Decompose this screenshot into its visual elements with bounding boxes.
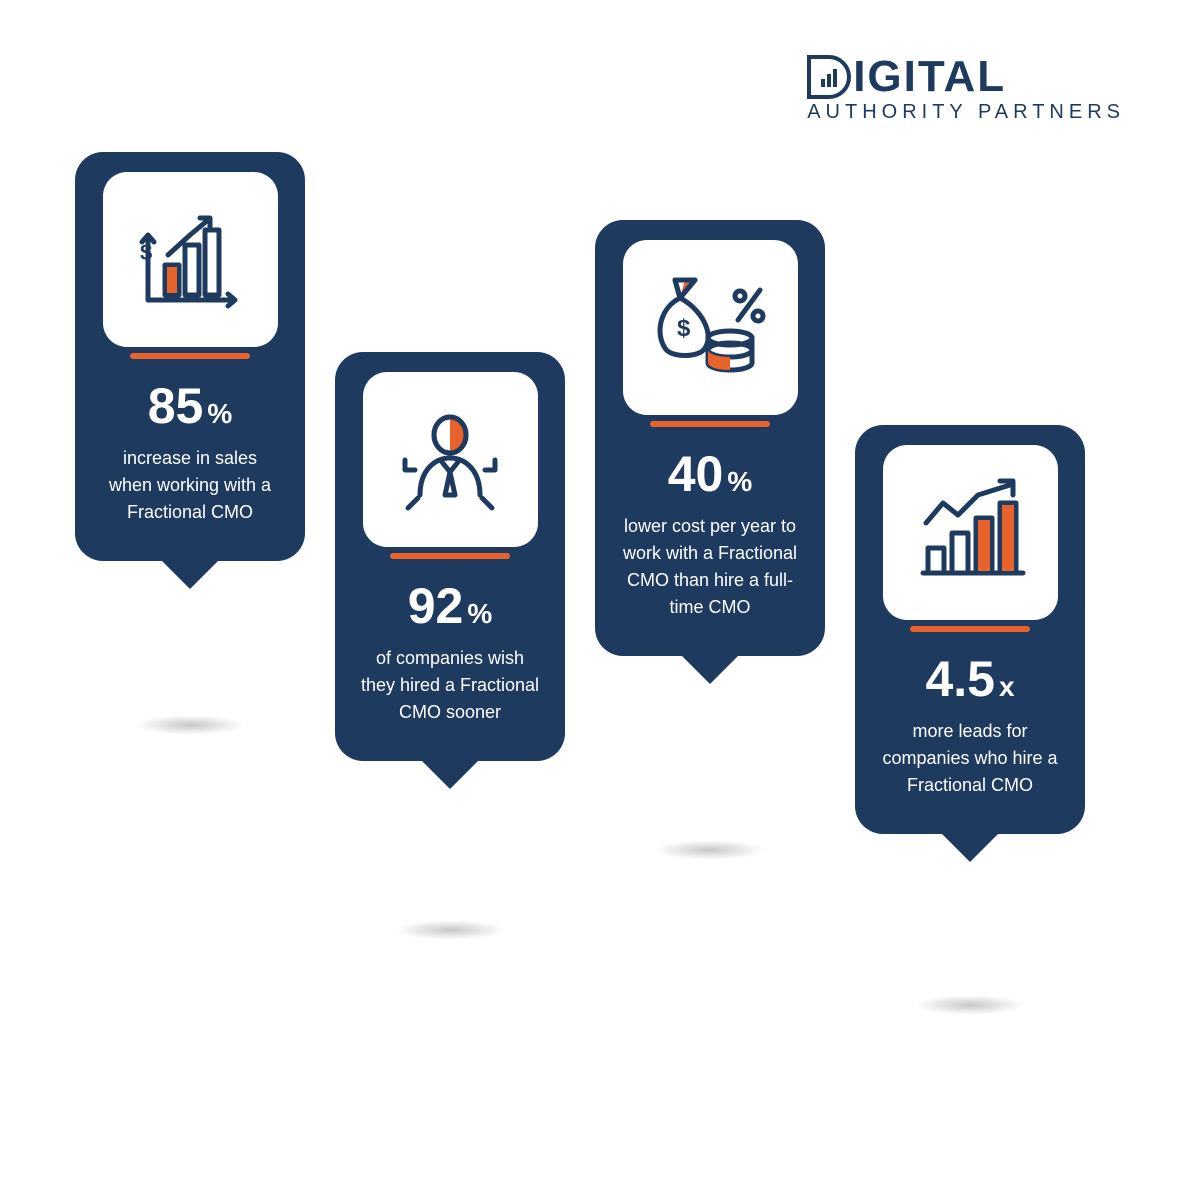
stat-description: increase in sales when working with a Fr… <box>95 445 285 526</box>
stat-number: 85 <box>148 381 204 431</box>
stat-unit: % <box>467 598 492 630</box>
card-shadow <box>915 995 1025 1015</box>
icon-underline <box>390 553 510 559</box>
svg-text:$: $ <box>677 315 691 342</box>
icon-underline <box>910 626 1030 632</box>
card-shadow <box>395 920 505 940</box>
stat-value-line: 40 % <box>615 449 805 499</box>
stat-number: 92 <box>408 581 464 631</box>
stat-value-line: 85 % <box>95 381 285 431</box>
money-bag-icon: $ <box>623 240 798 415</box>
stat-card-hire-sooner: 92 % of companies wish they hired a Frac… <box>335 352 565 761</box>
logo-subtext: AUTHORITY PARTNERS <box>807 101 1125 124</box>
stat-number: 4.5 <box>925 654 995 704</box>
bar-growth-icon <box>883 445 1058 620</box>
stat-unit: x <box>999 671 1015 703</box>
card-shadow <box>655 840 765 860</box>
stat-unit: % <box>207 398 232 430</box>
icon-underline <box>130 353 250 359</box>
logo-d-icon <box>807 55 851 99</box>
growth-chart-icon: $ <box>103 172 278 347</box>
person-icon <box>363 372 538 547</box>
stat-number: 40 <box>668 449 724 499</box>
stat-unit: % <box>727 466 752 498</box>
logo-main-text: IGITAL <box>807 55 1125 99</box>
stat-description: of companies wish they hired a Fractiona… <box>355 645 545 726</box>
stat-value-line: 4.5 x <box>875 654 1065 704</box>
stat-description: lower cost per year to work with a Fract… <box>615 513 805 621</box>
icon-underline <box>650 421 770 427</box>
stat-description: more leads for companies who hire a Frac… <box>875 718 1065 799</box>
brand-logo: IGITAL AUTHORITY PARTNERS <box>807 55 1125 124</box>
logo-wordmark: IGITAL <box>853 55 1006 99</box>
stat-card-lower-cost: $ 40 % lower cost per year to work with … <box>595 220 825 656</box>
card-shadow <box>135 715 245 735</box>
stat-value-line: 92 % <box>355 581 545 631</box>
svg-text:$: $ <box>140 240 152 265</box>
stat-card-sales-increase: $ 85 % increase in sales when working wi… <box>75 152 305 561</box>
stat-card-more-leads: 4.5 x more leads for companies who hire … <box>855 425 1085 834</box>
